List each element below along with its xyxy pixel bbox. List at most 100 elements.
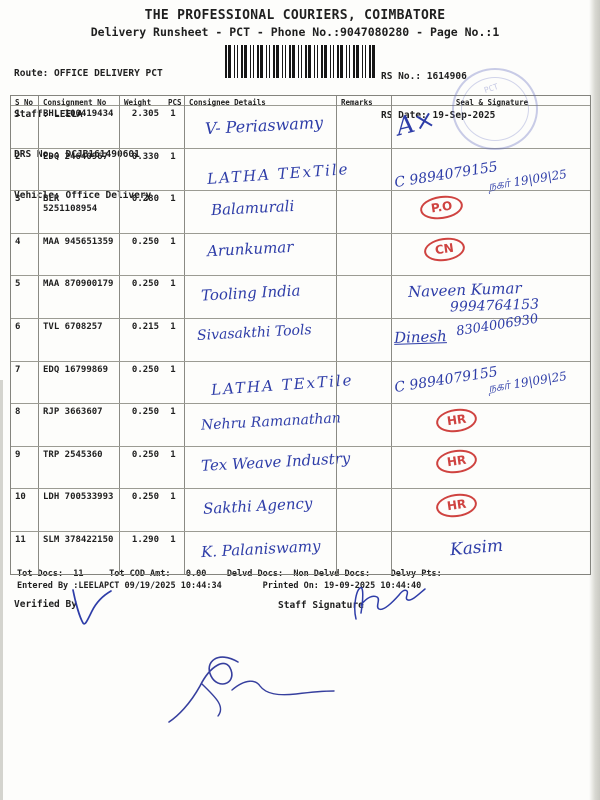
table-row: 2 EDQ 24640967 0.330 1 LATHA TExTile C 9… [11, 147, 590, 193]
cell-seal-signature: C 9894079155 நகர் 19|09|25 [391, 361, 590, 404]
cell-sno: 1 [15, 109, 21, 119]
consignee-handwriting: Tex Weave Industry [200, 448, 351, 475]
rs-date-label: RS Date: [381, 110, 433, 121]
cell-seal-signature: CN [391, 233, 590, 276]
signature-text: C 9894079155 [393, 363, 499, 396]
route-label: Route: [14, 68, 55, 79]
cell-consignment-no: TRP 2545360 [38, 446, 119, 489]
cell-weight: 0.250 [119, 489, 164, 531]
table-header-row: S No Consignment No Weight PCS Consignee… [11, 96, 590, 107]
rs-no-line: RS No.: 1614906 [381, 70, 495, 83]
table-row: 5 MAA 870900179 0.250 1 Tooling India Na… [11, 275, 590, 318]
drs-line: DRS No.: DCJB161490601 [14, 148, 163, 162]
delivery-status-stamp: HR [434, 406, 479, 435]
cell-consignee-details: Tooling India [184, 276, 336, 318]
vehicle-value: Office Delivery [65, 189, 152, 201]
delivery-status-stamp: CN [422, 235, 467, 264]
cell-weight: 0.250 [119, 404, 164, 446]
cell-pcs: 1 [170, 364, 176, 375]
header-remarks: Remarks [336, 96, 391, 107]
cell-consignment-no: LDH 700533993 [38, 489, 119, 531]
table-row: 7 EDQ 16799869 0.250 1 LATHA TExTile C 9… [11, 360, 590, 404]
table-row: 8 RJP 3663607 0.250 1 Nehru Ramanathan H… [11, 403, 590, 446]
cell-consignee-details: Sakthi Agency [184, 489, 336, 531]
consignee-handwriting: Sakthi Agency [202, 494, 313, 519]
cell-consignee-details: Nehru Ramanathan [184, 404, 341, 446]
cell-pcs: 1 [170, 109, 176, 119]
cell-seal-signature: Kasim [391, 531, 590, 574]
rs-no-label: RS No.: [381, 71, 427, 82]
cell-sno: 4 [15, 236, 21, 247]
cell-remarks [336, 404, 391, 446]
cell-sno: 5 [15, 279, 21, 290]
header-seal-signature: Seal & Signature [391, 96, 590, 107]
cell-consignee-details: Arunkumar [184, 233, 336, 276]
cell-remarks [336, 361, 391, 404]
cell-sno: 2 [15, 151, 21, 162]
consignee-handwriting: Arunkumar [206, 237, 294, 261]
table-row: 11 SLM 378422150 1.290 1 K. Palaniswamy … [11, 530, 590, 574]
rs-date-line: RS Date: 19-Sep-2025 [381, 109, 495, 122]
cell-remarks [336, 489, 391, 531]
entered-printed-line: Entered By :LEELAPCT 09/19/2025 10:44:34… [17, 581, 422, 591]
cell-weight: 0.250 [119, 361, 164, 404]
cell-remarks [336, 531, 391, 574]
cell-consignment-no: SLM 378422150 [38, 531, 119, 574]
cell-remarks [336, 446, 391, 489]
cell-pcs: 1 [170, 492, 176, 503]
cell-consignee-details: V- Periaswamy [184, 106, 336, 148]
cell-remarks [336, 148, 391, 191]
cell-seal-signature: HR [391, 404, 590, 446]
cell-consignment-no: EDQ 16799869 [38, 361, 119, 404]
cell-seal-signature: HR [391, 489, 590, 531]
cell-sno: 3 [15, 194, 21, 205]
runsheet-subtitle: Delivery Runsheet - PCT - Phone No.:9047… [90, 25, 500, 39]
cell-seal-signature: HR [391, 446, 590, 489]
drs-label: DRS No.: [14, 149, 66, 160]
vehicle-label: Vehicle: [14, 189, 66, 201]
scan-right-edge [589, 0, 600, 800]
cell-consignee-details: LATHA TExTile [184, 148, 350, 191]
consignee-handwriting: Tooling India [200, 281, 301, 305]
header-pcs: PCS [168, 98, 182, 107]
delivery-status-stamp: HR [434, 491, 479, 521]
rs-no-value: 1614906 [426, 71, 467, 82]
table-row: 4 MAA 945651359 0.250 1 Arunkumar CN [11, 232, 590, 276]
signature-text: C 9894079155 [393, 158, 499, 191]
cell-consignment-no: BHL 100419434 [38, 106, 119, 148]
staff-line: Staff: LEELA [14, 108, 163, 122]
signature-text: நகர் 19|09|25 [487, 368, 568, 395]
table-row: 6 TVL 6708257 0.215 1 Sivasakthi Tools D… [11, 312, 590, 361]
runsheet-meta: Route: OFFICE DELIVERY PCT Staff: LEELA … [14, 40, 163, 229]
cell-pcs: 1 [170, 279, 176, 290]
verified-by-label: Verified By [14, 599, 77, 610]
rs-date-value: 19-Sep-2025 [432, 110, 496, 121]
header-consignment-no: Consignment No [38, 96, 119, 107]
cell-pcs: 1 [170, 321, 176, 332]
consignee-handwriting: Balamurali [210, 197, 295, 220]
cell-consignment-no: MAA 870900179 [38, 276, 119, 318]
consignee-handwriting: Nehru Ramanathan [200, 410, 342, 434]
cell-sno: 7 [15, 364, 21, 375]
cell-sno: 11 [15, 534, 26, 545]
cell-consignment-no: BLR 5251108954 [38, 191, 119, 233]
header-sno: S No [15, 98, 34, 107]
cell-remarks [336, 106, 391, 148]
consignee-handwriting: LATHA TExTile [206, 159, 351, 188]
cell-seal-signature: Naveen Kumar 9994764153 [391, 276, 590, 318]
cell-pcs: 1 [170, 194, 176, 205]
cell-pcs: 1 [170, 449, 176, 460]
rs-info: RS No.: 1614906 RS Date: 19-Sep-2025 [381, 44, 495, 148]
consignee-handwriting: Sivasakthi Tools [196, 321, 313, 344]
staff-signature-label: Staff Signature [278, 600, 364, 611]
cell-weight: 0.330 [119, 148, 164, 191]
cell-consignee-details: K. Palaniswamy [184, 531, 336, 574]
delivery-status-stamp: HR [434, 446, 479, 476]
bottom-page-signature [168, 656, 335, 723]
signature-text: A× [393, 103, 438, 142]
table-row: 3 BLR 5251108954 0.280 1 Balamurali P.O [11, 190, 590, 233]
cell-consignee-details: Tex Weave Industry [184, 446, 351, 489]
cell-seal-signature: C 9894079155 நகர் 19|09|25 [391, 148, 590, 193]
consignee-handwriting: LATHA TExTile [210, 370, 355, 399]
